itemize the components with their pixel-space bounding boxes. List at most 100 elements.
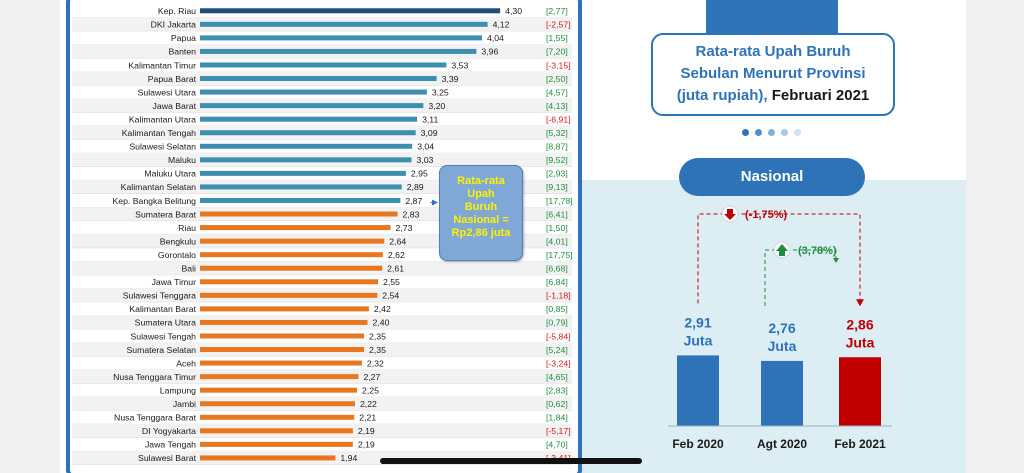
value-label: 2,55 bbox=[383, 277, 400, 287]
category-label: Banten bbox=[168, 47, 196, 57]
value-label: 2,61 bbox=[387, 264, 404, 274]
category-label: Kalimantan Barat bbox=[129, 304, 196, 314]
category-label: Kep. Bangka Belitung bbox=[112, 196, 196, 206]
national-unit-label: Juta bbox=[846, 334, 875, 350]
callout-line-2: Upah bbox=[467, 188, 495, 200]
bar bbox=[200, 374, 359, 380]
change-label: [17,78] bbox=[546, 196, 573, 206]
up-arrow-icon bbox=[776, 244, 788, 256]
bar bbox=[200, 292, 378, 298]
change-label: [5,24] bbox=[546, 345, 568, 355]
bar bbox=[200, 103, 424, 109]
category-label: Sulawesi Utara bbox=[138, 87, 197, 97]
value-label: 4,12 bbox=[493, 20, 510, 30]
bar bbox=[200, 252, 383, 258]
category-label: Kalimantan Selatan bbox=[121, 182, 197, 192]
callout-pointer-arrow bbox=[432, 199, 438, 206]
title-line-2: Sebulan Menurut Provinsi bbox=[680, 65, 866, 82]
national-value-label: 2,86 bbox=[846, 316, 873, 332]
change-label: [2,77] bbox=[546, 6, 568, 16]
change-label: [6,84] bbox=[546, 277, 568, 287]
annotation-line bbox=[764, 249, 837, 306]
page-dot[interactable] bbox=[742, 129, 749, 136]
category-label: Sulawesi Barat bbox=[138, 453, 197, 463]
category-label: Sumatera Utara bbox=[135, 318, 196, 328]
value-label: 2,54 bbox=[382, 291, 399, 301]
category-label: Aceh bbox=[176, 358, 196, 368]
value-label: 2,19 bbox=[358, 440, 375, 450]
page-dot[interactable] bbox=[794, 129, 801, 136]
value-label: 2,32 bbox=[367, 358, 384, 368]
value-label: 2,19 bbox=[358, 426, 375, 436]
left-margin bbox=[0, 0, 60, 473]
value-label: 3,11 bbox=[422, 114, 438, 124]
change-label: [-3,15] bbox=[546, 60, 571, 70]
bar bbox=[200, 211, 398, 217]
bar bbox=[200, 360, 362, 366]
national-bar bbox=[677, 355, 719, 426]
bar bbox=[200, 441, 353, 447]
value-label: 2,25 bbox=[362, 385, 379, 395]
value-label: 2,89 bbox=[407, 182, 424, 192]
national-value-label: 2,76 bbox=[768, 320, 795, 336]
value-label: 2,62 bbox=[388, 250, 405, 260]
category-label: Nusa Tenggara Barat bbox=[114, 413, 197, 423]
value-label: 2,22 bbox=[360, 399, 377, 409]
value-label: 2,21 bbox=[359, 413, 376, 423]
change-label: [9,52] bbox=[546, 155, 568, 165]
value-label: 2,40 bbox=[373, 318, 390, 328]
category-label: Bali bbox=[182, 264, 197, 274]
value-label: 3,25 bbox=[432, 87, 449, 97]
bar bbox=[200, 197, 401, 203]
value-label: 3,39 bbox=[442, 74, 459, 84]
category-label: Maluku Utara bbox=[144, 169, 196, 179]
change-label: [0,62] bbox=[546, 399, 568, 409]
pagination-dots[interactable] bbox=[742, 129, 804, 137]
national-value-label: 2,91 bbox=[684, 314, 711, 330]
page-dot[interactable] bbox=[768, 129, 775, 136]
home-indicator[interactable] bbox=[380, 458, 642, 464]
annotation-line bbox=[697, 213, 861, 304]
value-label: 2,64 bbox=[389, 236, 406, 246]
value-label: 2,35 bbox=[369, 331, 386, 341]
change-label: [7,20] bbox=[546, 47, 568, 57]
title-date: Februari 2021 bbox=[771, 87, 870, 104]
change-label: [-1,18] bbox=[546, 291, 571, 301]
value-label: 1,94 bbox=[340, 453, 357, 463]
national-unit-label: Juta bbox=[768, 338, 797, 354]
value-label: 3,09 bbox=[421, 128, 438, 138]
change-label: [-6,91] bbox=[546, 114, 571, 124]
page-dot[interactable] bbox=[755, 129, 762, 136]
national-average-callout: Rata-rata Upah Buruh Nasional = Rp2,86 j… bbox=[439, 165, 523, 261]
value-label: 2,95 bbox=[411, 169, 428, 179]
bar bbox=[200, 76, 437, 82]
national-category-label: Feb 2020 bbox=[672, 437, 724, 451]
value-label: 3,04 bbox=[417, 142, 434, 152]
change-label: [1,50] bbox=[546, 223, 568, 233]
change-label: [5,32] bbox=[546, 128, 568, 138]
category-label: Sumatera Selatan bbox=[126, 345, 196, 355]
value-label: 3,53 bbox=[451, 60, 468, 70]
value-label: 4,04 bbox=[487, 33, 504, 43]
bar bbox=[200, 143, 413, 149]
category-label: Jawa Barat bbox=[153, 101, 197, 111]
bar bbox=[200, 89, 427, 95]
change-label: [2,93] bbox=[546, 169, 568, 179]
value-label: 2,35 bbox=[369, 345, 386, 355]
category-label: Papua bbox=[171, 33, 196, 43]
bar bbox=[200, 35, 482, 41]
bar bbox=[200, 333, 365, 339]
bar bbox=[200, 48, 477, 54]
change-label: [4,65] bbox=[546, 372, 568, 382]
category-label: Jambi bbox=[173, 399, 196, 409]
change-label: [6,41] bbox=[546, 209, 568, 219]
page-dot[interactable] bbox=[781, 129, 788, 136]
bar bbox=[200, 306, 369, 312]
national-category-label: Agt 2020 bbox=[757, 437, 807, 451]
category-label: Papua Barat bbox=[148, 74, 197, 84]
national-bar bbox=[761, 360, 803, 426]
annotation-label: (3,78%) bbox=[798, 245, 837, 257]
title-line-1: Rata-rata Upah Buruh bbox=[695, 43, 851, 60]
national-category-label: Feb 2021 bbox=[834, 437, 886, 451]
